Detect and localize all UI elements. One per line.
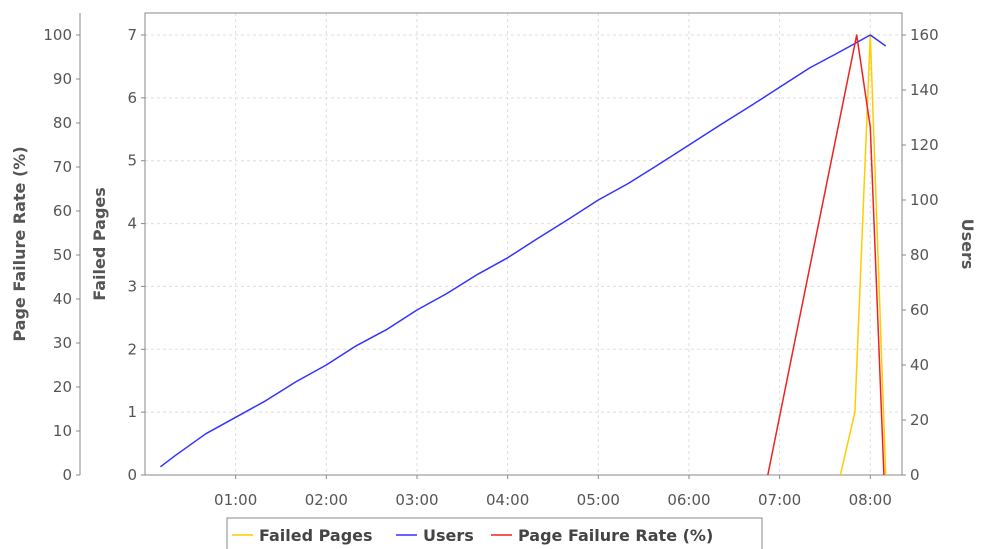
left-inner-tick-label: 5 (127, 152, 137, 170)
series-lines (159, 34, 887, 476)
left-outer-tick-label: 70 (53, 158, 72, 176)
legend: Failed Pages Users Page Failure Rate (%) (226, 517, 763, 549)
x-tick-label: 01:00 (214, 491, 257, 509)
right-tick-label: 60 (910, 301, 929, 319)
x-tick-label: 06:00 (667, 491, 710, 509)
left-inner-tick-label: 0 (127, 466, 137, 484)
right-tick-label: 120 (910, 136, 939, 154)
right-tick-label: 40 (910, 356, 929, 374)
right-axis-title: Users (958, 219, 977, 270)
left-outer-tick-label: 60 (53, 202, 72, 220)
left-outer-tick-label: 30 (53, 334, 72, 352)
x-tick-label: 05:00 (577, 491, 620, 509)
left-inner-tick-label: 6 (127, 89, 137, 107)
left-inner-axis-title: Failed Pages (90, 187, 109, 301)
left-outer-tick-label: 40 (53, 290, 72, 308)
series-line-users (159, 34, 887, 468)
left-inner-tick-label: 2 (127, 340, 137, 358)
legend-label-users: Users (423, 526, 474, 545)
left-outer-axis-title: Page Failure Rate (%) (10, 146, 29, 341)
right-tick-label: 0 (910, 466, 920, 484)
legend-box (226, 517, 763, 549)
left-outer-tick-label: 50 (53, 246, 72, 264)
left-outer-tick-label: 100 (43, 26, 72, 44)
right-tick-label: 20 (910, 411, 929, 429)
legend-label-page-failure-rate: Page Failure Rate (%) (518, 526, 713, 545)
left-outer-tick-label: 0 (62, 466, 72, 484)
x-tick-label: 08:00 (849, 491, 892, 509)
legend-label-failed-pages: Failed Pages (259, 526, 373, 545)
x-tick-label: 03:00 (395, 491, 438, 509)
left-outer-tick-label: 20 (53, 378, 72, 396)
series-line-page-failure-rate (767, 34, 885, 476)
right-tick-label: 140 (910, 81, 939, 99)
x-tick-label: 07:00 (758, 491, 801, 509)
right-tick-label: 100 (910, 191, 939, 209)
left-inner-tick-label: 7 (127, 26, 137, 44)
left-outer-tick-label: 80 (53, 114, 72, 132)
left-inner-tick-label: 1 (127, 403, 137, 421)
gridlines (145, 13, 902, 475)
x-tick-label: 02:00 (305, 491, 348, 509)
left-inner-tick-label: 3 (127, 277, 137, 295)
right-tick-label: 160 (910, 26, 939, 44)
right-tick-label: 80 (910, 246, 929, 264)
plot-frame (144, 12, 903, 476)
x-tick-label: 04:00 (486, 491, 529, 509)
left-inner-tick-label: 4 (127, 215, 137, 233)
series-line-failed-pages (839, 34, 887, 476)
left-outer-tick-label: 10 (53, 422, 72, 440)
axes: 01:00 02:00 03:00 04:00 05:00 06:00 07:00 08:00… (43, 13, 939, 509)
left-outer-tick-label: 90 (53, 70, 72, 88)
